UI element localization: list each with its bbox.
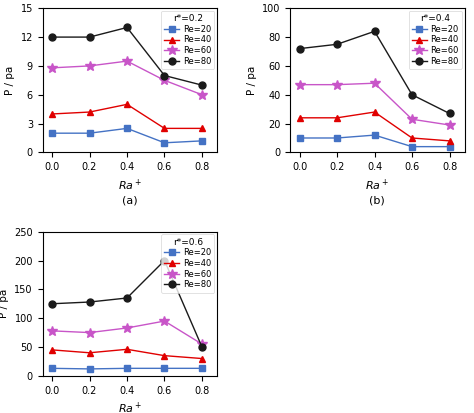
Re=40 [372, 109, 377, 114]
Re=20 [87, 131, 92, 135]
Line: Re=60: Re=60 [47, 316, 207, 349]
Re=40 [334, 115, 340, 120]
Re=40 [87, 109, 92, 114]
Text: (b): (b) [370, 196, 385, 206]
Re=80 [334, 42, 340, 47]
Re=40 [199, 126, 205, 131]
Re=20 [124, 126, 130, 131]
Re=60 [199, 342, 205, 347]
Re=20 [87, 366, 92, 371]
Y-axis label: P / pa: P / pa [5, 66, 15, 95]
Re=20 [409, 144, 415, 149]
Line: Re=80: Re=80 [48, 257, 205, 351]
Re=20 [199, 366, 205, 371]
Re=80 [409, 92, 415, 97]
Re=60 [124, 59, 130, 64]
Re=40 [124, 102, 130, 107]
Re=20 [162, 140, 167, 145]
Re=60 [162, 78, 167, 83]
Y-axis label: P / pa: P / pa [246, 66, 256, 95]
Line: Re=40: Re=40 [48, 101, 205, 132]
Re=60 [372, 81, 377, 85]
Re=40 [409, 135, 415, 140]
Legend: Re=20, Re=40, Re=60, Re=80: Re=20, Re=40, Re=60, Re=80 [161, 234, 214, 292]
Line: Re=60: Re=60 [47, 56, 207, 100]
Re=80 [372, 29, 377, 34]
Re=80 [162, 73, 167, 78]
Re=20 [162, 366, 167, 371]
Line: Re=20: Re=20 [297, 132, 452, 150]
Re=20 [49, 366, 55, 371]
Re=40 [162, 126, 167, 131]
Line: Re=20: Re=20 [49, 126, 205, 145]
Legend: Re=20, Re=40, Re=60, Re=80: Re=20, Re=40, Re=60, Re=80 [409, 11, 462, 69]
Re=40 [297, 115, 302, 120]
Re=80 [87, 299, 92, 304]
Re=40 [124, 347, 130, 352]
Line: Re=40: Re=40 [48, 346, 205, 362]
Re=80 [447, 111, 452, 116]
Re=40 [49, 112, 55, 116]
Re=60 [124, 325, 130, 330]
Re=20 [297, 135, 302, 140]
Y-axis label: P / pa: P / pa [0, 289, 9, 318]
Re=60 [447, 123, 452, 128]
Text: (a): (a) [122, 196, 137, 206]
Re=80 [87, 35, 92, 40]
Re=20 [199, 138, 205, 143]
Re=40 [199, 356, 205, 361]
Re=20 [447, 144, 452, 149]
Re=60 [87, 330, 92, 335]
Re=40 [49, 347, 55, 352]
Legend: Re=20, Re=40, Re=60, Re=80: Re=20, Re=40, Re=60, Re=80 [161, 11, 214, 69]
Re=20 [49, 131, 55, 135]
Re=80 [297, 46, 302, 51]
Re=80 [49, 35, 55, 40]
Re=80 [124, 25, 130, 30]
Re=80 [124, 296, 130, 301]
Line: Re=80: Re=80 [48, 24, 205, 89]
Re=60 [297, 82, 302, 87]
Line: Re=40: Re=40 [296, 109, 453, 145]
Re=60 [409, 117, 415, 122]
Re=80 [162, 258, 167, 263]
Line: Re=20: Re=20 [49, 366, 205, 372]
Re=60 [199, 92, 205, 97]
Re=60 [87, 64, 92, 69]
Re=60 [49, 328, 55, 333]
Re=40 [447, 138, 452, 143]
X-axis label: $Ra^+$: $Ra^+$ [118, 178, 142, 193]
Re=80 [49, 301, 55, 306]
Re=20 [334, 135, 340, 140]
X-axis label: $Ra^+$: $Ra^+$ [365, 178, 390, 193]
Re=40 [87, 350, 92, 355]
Re=80 [199, 83, 205, 88]
Re=20 [372, 133, 377, 138]
Line: Re=60: Re=60 [295, 78, 455, 130]
Re=60 [334, 82, 340, 87]
Re=40 [162, 353, 167, 358]
X-axis label: $Ra^+$: $Ra^+$ [118, 401, 142, 413]
Re=20 [124, 366, 130, 371]
Line: Re=80: Re=80 [296, 28, 453, 117]
Re=80 [199, 344, 205, 349]
Re=60 [49, 65, 55, 70]
Re=60 [162, 318, 167, 323]
